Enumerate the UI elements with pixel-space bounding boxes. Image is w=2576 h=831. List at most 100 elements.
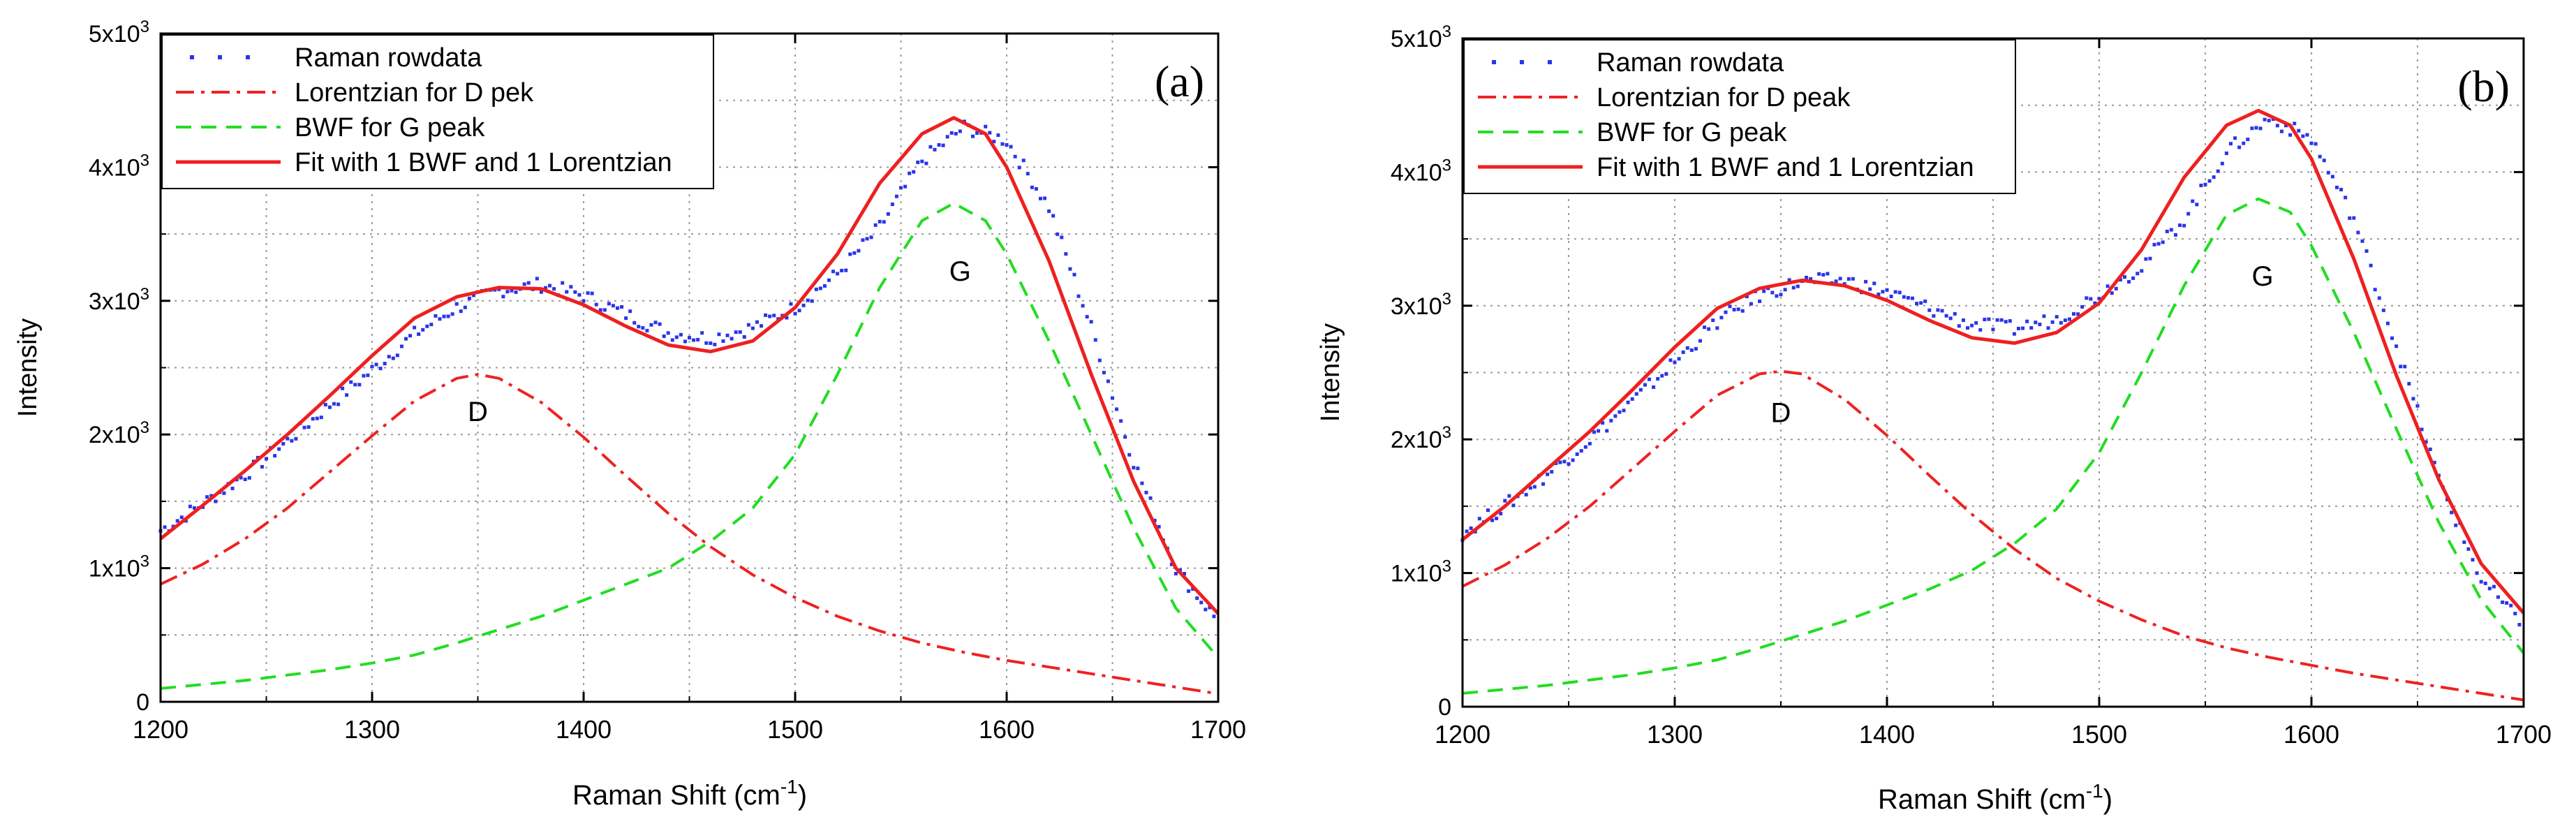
data-point	[1204, 608, 1208, 612]
data-point	[2364, 249, 2369, 253]
data-point	[2105, 284, 2110, 288]
data-point	[1009, 145, 1013, 149]
data-point	[2513, 612, 2517, 616]
data-point	[894, 194, 898, 198]
data-point	[920, 159, 924, 163]
data-point	[1102, 371, 1106, 375]
data-point	[1524, 492, 1528, 497]
data-point	[1783, 288, 1787, 292]
data-point	[814, 287, 818, 291]
data-point	[1034, 186, 1038, 191]
data-point	[916, 160, 920, 164]
data-point	[1940, 309, 1944, 313]
series-fit-line	[1461, 108, 2525, 615]
legend-marker-points	[218, 55, 222, 59]
data-point	[954, 132, 958, 136]
data-point	[1948, 316, 1953, 321]
data-point	[1694, 346, 1698, 351]
data-point	[1148, 496, 1153, 500]
x-tick-label: 1200	[1435, 720, 1490, 749]
data-point	[1000, 142, 1005, 146]
data-point	[425, 324, 429, 328]
data-point	[209, 494, 214, 498]
data-point	[1885, 288, 1889, 292]
data-point	[1893, 290, 1897, 294]
data-point	[2360, 239, 2364, 243]
data-point	[1532, 485, 1537, 489]
data-point	[1787, 278, 1791, 282]
x-axis-label: Raman Shift (cm-1)	[572, 776, 807, 811]
data-point	[2258, 126, 2263, 131]
data-point	[2080, 304, 2085, 309]
data-point	[2487, 587, 2492, 591]
data-point	[175, 519, 179, 523]
data-point	[730, 337, 734, 341]
data-point	[2420, 427, 2424, 432]
data-point	[1005, 142, 1009, 147]
data-point	[1199, 601, 1204, 605]
data-point	[573, 290, 577, 294]
data-point	[408, 334, 413, 338]
data-point	[1719, 316, 1724, 320]
data-point	[2042, 314, 2046, 318]
data-point	[1983, 317, 1987, 321]
data-point	[873, 223, 878, 227]
data-point	[2284, 124, 2288, 128]
data-point	[637, 325, 641, 329]
data-point	[1826, 272, 1830, 276]
legend-marker-points	[190, 55, 194, 59]
data-point	[674, 335, 679, 339]
data-point	[1575, 452, 1579, 456]
data-point	[937, 142, 941, 147]
data-point	[598, 308, 602, 312]
data-point	[281, 441, 286, 446]
data-point	[1030, 185, 1034, 189]
data-point	[548, 284, 552, 288]
data-point	[2182, 223, 2186, 228]
data-point	[1809, 277, 1813, 281]
data-point	[2475, 571, 2479, 575]
data-point	[1490, 518, 1495, 522]
data-point	[2199, 184, 2203, 188]
data-point	[1093, 338, 1097, 342]
series-fit-line	[159, 116, 1220, 615]
data-point	[2411, 397, 2415, 401]
data-point	[1038, 196, 1042, 200]
data-point	[1758, 299, 1762, 303]
data-point	[286, 436, 290, 441]
data-point	[988, 131, 992, 135]
data-point	[607, 302, 611, 306]
data-point	[1991, 328, 1995, 332]
data-point	[928, 145, 933, 149]
data-point	[2085, 296, 2089, 300]
data-point	[2263, 117, 2267, 122]
data-point	[755, 320, 759, 324]
data-point	[446, 314, 450, 318]
x-tick-label: 1600	[979, 715, 1035, 744]
data-point	[2122, 275, 2126, 279]
data-point	[1613, 414, 1618, 418]
data-point	[620, 304, 624, 309]
data-point	[1711, 318, 1715, 323]
data-point	[2203, 182, 2207, 186]
y-tick-label: 2x103	[1391, 423, 1451, 453]
data-point	[336, 402, 341, 406]
data-point	[1183, 572, 1187, 576]
data-point	[1740, 309, 1745, 313]
data-point	[565, 290, 569, 294]
data-point	[882, 220, 886, 224]
data-point	[1140, 481, 1144, 485]
data-point	[2012, 332, 2016, 336]
data-point	[569, 285, 573, 289]
data-point	[1732, 307, 1736, 311]
data-point	[399, 344, 404, 348]
data-point	[413, 325, 417, 330]
data-point	[2152, 242, 2156, 247]
y-tick-label: 1x103	[89, 552, 149, 582]
y-tick-label: 3x103	[89, 285, 149, 315]
data-point	[717, 332, 721, 337]
data-point	[1157, 524, 1161, 529]
data-point	[1153, 518, 1157, 522]
data-point	[1212, 615, 1216, 619]
data-point	[1668, 358, 1673, 362]
